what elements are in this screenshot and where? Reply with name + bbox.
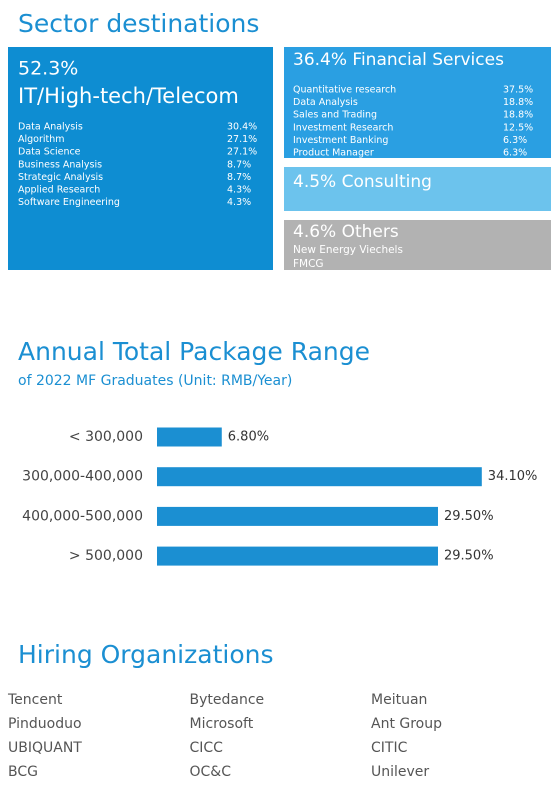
organization: Meituan: [371, 692, 427, 708]
item-name: Strategic Analysis: [18, 172, 103, 183]
item-share: 27.1%: [227, 147, 257, 158]
organization: Microsoft: [190, 716, 254, 732]
item-share: 8.7%: [227, 172, 251, 183]
item-name: Data Analysis: [293, 97, 358, 108]
item-share: 18.8%: [503, 110, 533, 121]
value-label: 29.50%: [444, 509, 494, 524]
category-label: < 300,000: [69, 429, 143, 445]
bar: [157, 427, 222, 447]
item-share: 30.4%: [227, 122, 257, 133]
item-share: 12.5%: [503, 122, 533, 133]
section-title: Sector destinations: [18, 9, 259, 38]
item-name: Algorithm: [18, 134, 65, 145]
it-box: [8, 47, 273, 270]
value-label: 6.80%: [228, 430, 269, 445]
organization: OC&C: [190, 764, 232, 780]
sector-name: IT/High-tech/Telecom: [18, 84, 239, 108]
others-list: New Energy Viechels FMCG: [293, 244, 403, 270]
item-share: 6.3%: [503, 148, 527, 159]
category-label: 400,000-500,000: [22, 508, 143, 524]
organization: UBIQUANT: [8, 740, 82, 756]
category-label: > 500,000: [69, 548, 143, 564]
item-name: Business Analysis: [18, 159, 102, 170]
item-name: FMCG: [293, 258, 324, 270]
sector-share: 52.3%: [18, 58, 78, 80]
bar: [157, 506, 438, 526]
chart-title: Annual Total Package Range: [18, 337, 370, 366]
organization: Bytedance: [190, 692, 265, 708]
value-label: 34.10%: [488, 469, 538, 484]
organization: Ant Group: [371, 716, 442, 732]
section-title: Hiring Organizations: [18, 640, 273, 669]
organization: Unilever: [371, 764, 429, 780]
category-label: 300,000-400,000: [22, 469, 143, 485]
item-share: 18.8%: [503, 97, 533, 108]
organization: Tencent: [7, 692, 63, 708]
organization: CITIC: [371, 740, 408, 756]
consulting-box: [284, 167, 551, 211]
organization: CICC: [190, 740, 224, 756]
item-name: Data Analysis: [18, 122, 83, 133]
organization: BCG: [8, 764, 38, 780]
bar: [157, 467, 482, 487]
bar: [157, 546, 438, 566]
others-box: [284, 220, 551, 270]
item-name: Sales and Trading: [293, 110, 377, 121]
item-name: Quantitative research: [293, 85, 396, 96]
item-name: Applied Research: [18, 185, 100, 196]
financial-box: [284, 47, 551, 158]
item-name: Software Engineering: [18, 197, 120, 208]
item-name: Product Manager: [293, 148, 374, 159]
item-name: New Energy Viechels: [293, 244, 403, 256]
item-share: 8.7%: [227, 159, 251, 170]
item-share: 4.3%: [227, 197, 251, 208]
item-name: Data Science: [18, 147, 81, 158]
sector-heading: 4.6% Others: [293, 222, 399, 242]
sector-heading: 36.4% Financial Services: [293, 50, 504, 70]
item-share: 4.3%: [227, 185, 251, 196]
chart-subtitle: of 2022 MF Graduates (Unit: RMB/Year): [18, 373, 292, 389]
sector-heading: 4.5% Consulting: [293, 172, 432, 192]
item-name: Investment Banking: [293, 135, 388, 146]
item-name: Investment Research: [293, 122, 393, 133]
item-share: 37.5%: [503, 85, 533, 96]
value-label: 29.50%: [444, 549, 494, 564]
item-share: 6.3%: [503, 135, 527, 146]
organization: Pinduoduo: [8, 716, 82, 732]
item-share: 27.1%: [227, 134, 257, 145]
